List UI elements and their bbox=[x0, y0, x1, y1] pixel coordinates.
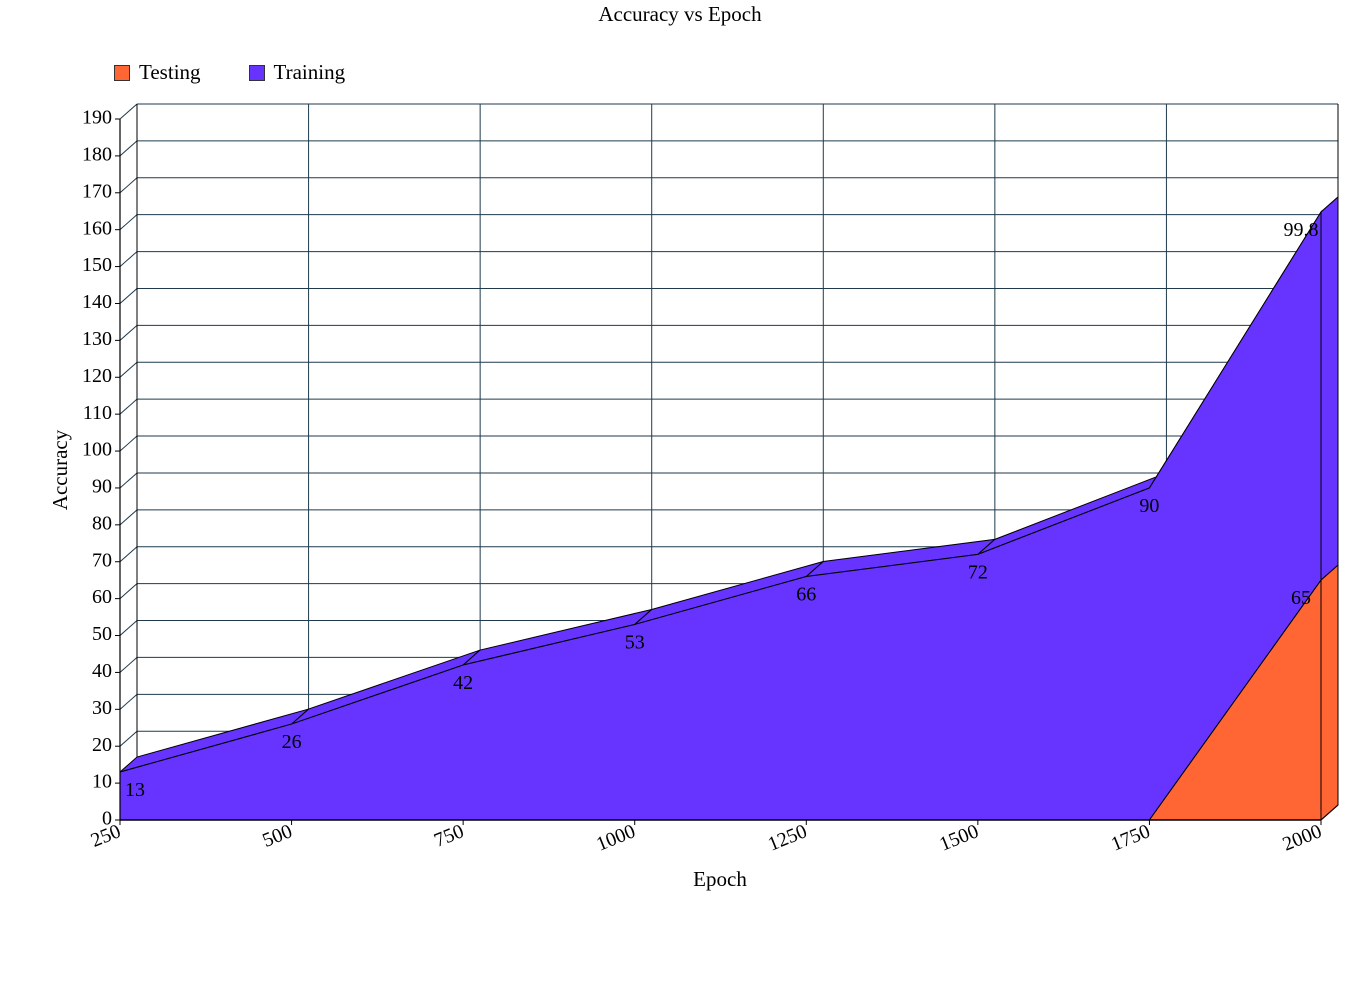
series-side-face bbox=[1320, 564, 1339, 822]
x-tick-label: 250 bbox=[88, 820, 124, 852]
data-label-training: 66 bbox=[796, 583, 816, 605]
data-label-training: 90 bbox=[1139, 495, 1159, 517]
gridline-depth bbox=[119, 324, 138, 341]
y-tick-label: 190 bbox=[82, 107, 112, 129]
x-tick-label: 1750 bbox=[1108, 820, 1153, 855]
data-label-training: 53 bbox=[625, 631, 645, 653]
series-side-face bbox=[1320, 195, 1339, 582]
gridline-depth bbox=[119, 140, 138, 157]
y-tick-label: 30 bbox=[92, 697, 112, 719]
y-tick-label: 80 bbox=[92, 512, 112, 534]
gridline-depth bbox=[119, 546, 138, 563]
x-tick-label: 2000 bbox=[1280, 820, 1325, 855]
gridline-depth bbox=[119, 398, 138, 415]
x-tick-label: 750 bbox=[431, 820, 467, 852]
y-tick-label: 50 bbox=[92, 623, 112, 645]
y-tick-label: 120 bbox=[82, 365, 112, 387]
x-tick-label: 1000 bbox=[593, 820, 638, 855]
gridline-depth bbox=[119, 693, 138, 710]
chart-title: Accuracy vs Epoch bbox=[598, 2, 762, 26]
data-label-training: 13 bbox=[125, 779, 145, 801]
y-tick-label: 150 bbox=[82, 254, 112, 276]
gridline-depth bbox=[119, 657, 138, 673]
y-tick-label: 70 bbox=[92, 549, 112, 571]
gridline-depth bbox=[119, 620, 138, 636]
gridline-depth bbox=[119, 435, 138, 452]
gridline-depth bbox=[119, 361, 138, 378]
x-tick-label: 1250 bbox=[765, 820, 810, 855]
gridline-depth bbox=[119, 472, 138, 489]
y-tick-label: 10 bbox=[92, 771, 112, 793]
x-axis-depth bbox=[1320, 804, 1339, 821]
legend-swatch-testing bbox=[114, 64, 130, 81]
y-tick-label: 90 bbox=[92, 476, 112, 498]
data-label-testing: 65 bbox=[1291, 587, 1311, 609]
y-tick-label: 160 bbox=[82, 217, 112, 239]
y-tick-label: 100 bbox=[82, 439, 112, 461]
y-tick-label: 0 bbox=[102, 808, 112, 830]
gridline-depth bbox=[119, 730, 138, 747]
gridline-depth bbox=[119, 509, 138, 526]
x-tick-label: 1500 bbox=[936, 820, 981, 855]
x-tick-label: 500 bbox=[259, 820, 295, 852]
legend: Testing Training bbox=[114, 60, 393, 85]
y-tick-label: 170 bbox=[82, 180, 112, 202]
data-label-training: 99.8 bbox=[1284, 219, 1319, 241]
gridline-depth bbox=[119, 583, 138, 600]
y-tick-label: 130 bbox=[82, 328, 112, 350]
data-label-training: 26 bbox=[282, 731, 302, 753]
legend-label-training: Training bbox=[273, 60, 346, 84]
y-tick-label: 20 bbox=[92, 734, 112, 756]
legend-item-testing: Testing bbox=[114, 60, 201, 85]
gridline-depth bbox=[119, 177, 138, 194]
y-tick-label: 140 bbox=[82, 291, 112, 313]
y-tick-label: 180 bbox=[82, 143, 112, 165]
y-tick-label: 110 bbox=[83, 402, 112, 424]
data-label-training: 42 bbox=[453, 672, 473, 694]
legend-swatch-training bbox=[248, 64, 265, 81]
gridline-depth bbox=[119, 251, 138, 267]
gridline-depth bbox=[119, 214, 138, 231]
y-tick-label: 60 bbox=[92, 586, 112, 608]
data-label-training: 72 bbox=[968, 561, 988, 583]
legend-item-training: Training bbox=[248, 60, 346, 85]
legend-label-testing: Testing bbox=[139, 60, 201, 84]
gridline-depth bbox=[119, 288, 138, 304]
gridline-depth bbox=[119, 103, 138, 120]
y-tick-label: 40 bbox=[92, 660, 112, 682]
